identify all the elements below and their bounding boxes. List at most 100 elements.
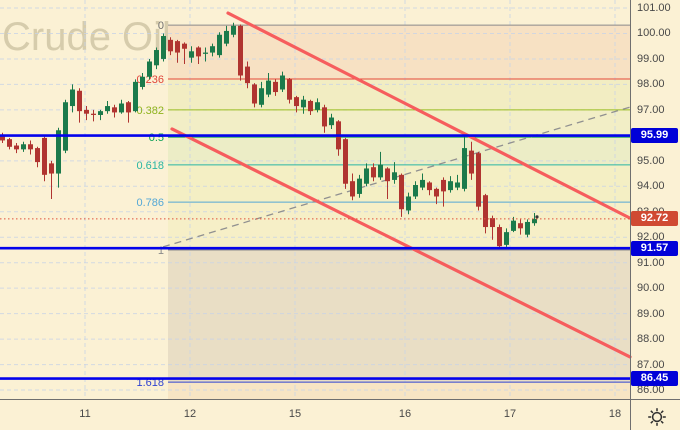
candle-body: [406, 196, 411, 211]
candle-body: [511, 220, 516, 231]
candle-body: [35, 148, 40, 163]
candle-body: [119, 103, 124, 113]
gear-icon: [648, 408, 666, 426]
fib-label-0.618: 0.618: [136, 160, 164, 172]
candle-body: [280, 75, 285, 90]
candle-body: [301, 99, 306, 108]
fib-label-1.618: 1.618: [136, 377, 164, 389]
time-axis-label-16[interactable]: 16: [398, 408, 412, 420]
candle-body: [329, 117, 334, 126]
candle-body: [28, 144, 33, 150]
candle-body: [504, 232, 509, 245]
candle-body: [126, 102, 131, 113]
candle-body: [266, 80, 271, 95]
channel-line-1[interactable]: [226, 11, 632, 220]
time-axis-label-11[interactable]: 11: [79, 408, 91, 420]
candle-body: [273, 81, 278, 93]
candle-body: [455, 182, 460, 188]
candle-body: [525, 221, 530, 235]
candle-body: [189, 51, 194, 58]
candle-body: [434, 188, 439, 197]
candle-body: [140, 76, 145, 87]
price-axis-label: 95.00: [637, 154, 665, 167]
candle-body: [287, 79, 292, 100]
price-axis-label: 97.00: [637, 103, 665, 116]
price-badge-86.45[interactable]: 86.45: [631, 371, 678, 387]
fib-label-0.5: 0.5: [149, 132, 164, 144]
price-axis-label: 98.00: [637, 78, 665, 91]
time-axis-label-17[interactable]: 17: [503, 408, 517, 420]
watermark-text: Crude Oil: [2, 15, 171, 59]
fib-label-1: 1: [158, 245, 164, 257]
candle-body: [224, 30, 229, 44]
fib-band-1.618: [168, 382, 630, 399]
candle-body: [441, 179, 446, 192]
candle-body: [476, 153, 481, 207]
price-axis-label: 100.00: [637, 27, 671, 40]
time-axis-label-18[interactable]: 18: [608, 408, 622, 420]
price-axis-label: 101.00: [637, 2, 671, 14]
price-axis-label: 92.00: [637, 231, 665, 244]
candle-body: [518, 223, 523, 229]
price-badge-95.99[interactable]: 95.99: [631, 128, 678, 144]
fib-band-0.5: [168, 137, 630, 165]
candle-body: [308, 100, 313, 112]
price-axis-label: 99.00: [637, 52, 665, 65]
candle-body: [350, 181, 355, 197]
price-axis-label: 90.00: [637, 282, 665, 295]
fib-band-0.382: [168, 109, 630, 138]
time-axis-label-15[interactable]: 15: [288, 408, 302, 420]
candle-body: [0, 135, 5, 141]
fib-label-0.786: 0.786: [136, 197, 164, 209]
candle-body: [105, 106, 110, 112]
candle-body: [147, 61, 152, 77]
channel-line-2[interactable]: [170, 127, 632, 359]
candle-body: [70, 89, 75, 107]
candle-body: [469, 150, 474, 174]
candle-body: [49, 163, 54, 174]
time-axis-label-12[interactable]: 12: [183, 408, 197, 420]
price-badge-91.57[interactable]: 91.57: [631, 240, 678, 256]
candle-body: [427, 182, 432, 191]
candle-body: [7, 139, 12, 147]
candle-body: [532, 218, 537, 224]
candle-body: [42, 137, 47, 175]
candle-body: [462, 148, 467, 189]
candle-body: [385, 168, 390, 182]
candle-body: [343, 139, 348, 184]
candle-body: [364, 168, 369, 184]
fib-label-0: 0: [158, 20, 164, 32]
price-axis-label: 91.00: [637, 256, 665, 269]
fib-label-0.382: 0.382: [136, 105, 164, 117]
current-price-badge[interactable]: 92.72: [631, 211, 678, 227]
candle-body: [168, 39, 173, 52]
candle-body: [91, 113, 96, 115]
candle-body: [175, 41, 180, 53]
last-price-marker: [535, 215, 539, 219]
candle-body: [210, 46, 215, 53]
candle-body: [392, 172, 397, 180]
candle-body: [98, 111, 103, 115]
candle-body: [378, 164, 383, 178]
price-axis-label: 94.00: [637, 180, 665, 193]
candle-body: [357, 178, 362, 194]
candle-body: [154, 50, 159, 66]
candle-body: [399, 174, 404, 210]
price-axis-label: 87.00: [637, 358, 665, 371]
fib-band-0.236: [168, 79, 630, 110]
candle-body: [77, 90, 82, 112]
settings-gear-icon[interactable]: [646, 406, 668, 428]
candle-body: [182, 43, 187, 49]
candle-body: [231, 25, 236, 35]
candle-body: [133, 81, 138, 112]
price-axis-label: 88.00: [637, 333, 665, 346]
candle-body: [84, 109, 89, 114]
candle-body: [245, 66, 250, 84]
candle-body: [21, 144, 26, 150]
candle-body: [490, 218, 495, 228]
candle-body: [322, 107, 327, 127]
candle-body: [259, 88, 264, 105]
candle-body: [196, 47, 201, 57]
